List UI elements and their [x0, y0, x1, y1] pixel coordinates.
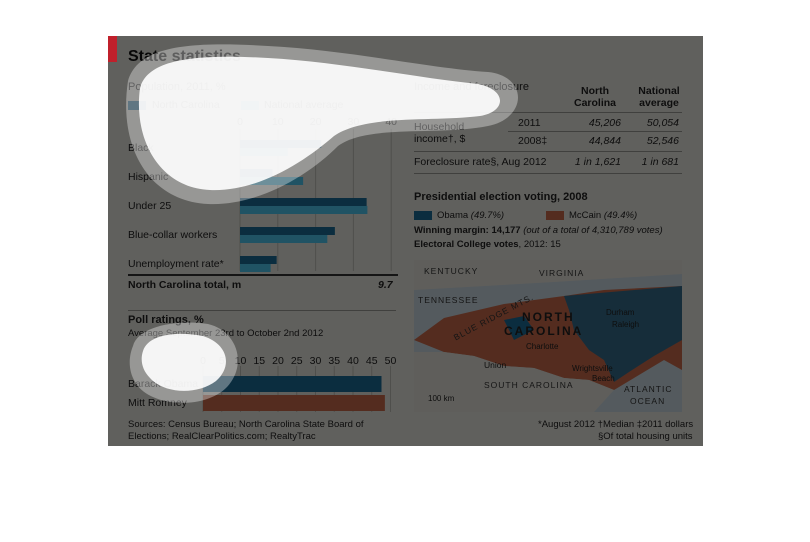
map-label-beach: Beach	[592, 374, 615, 383]
map-scale-label: 100 km	[428, 394, 455, 403]
income-nc-value: 44,844	[588, 135, 621, 147]
poll-chart: 0 5 10 15 20 25 30 35 40 45 50 Barack Obama Mitt Rom…	[128, 355, 397, 412]
income-row-label: income†, $	[414, 133, 466, 145]
x-tick-label: 40	[347, 355, 359, 367]
divider	[414, 151, 682, 152]
map-label-atlantic: ATLANTIC	[624, 384, 673, 394]
divider	[414, 173, 682, 174]
income-row-label: Household	[414, 121, 465, 133]
x-tick-label: 30	[310, 355, 322, 367]
income-nc-value: 45,206	[588, 117, 621, 129]
foreclosure-label: Foreclosure rate§, Aug 2012	[414, 156, 547, 168]
income-col-national: National average	[638, 85, 680, 109]
north-carolina-map: KENTUCKY VIRGINIA TENNESSEE BLUE RIDGE M…	[414, 260, 682, 412]
income-title: Income and foreclosure	[414, 81, 529, 93]
income-row-year: 2011	[518, 117, 541, 129]
map-label-union: Union	[484, 360, 507, 370]
category-label: Barack Obama	[128, 378, 198, 390]
map-label-north: NORTH	[522, 310, 575, 324]
map-label-kentucky: KENTUCKY	[424, 266, 479, 276]
map-label-tennessee: TENNESSEE	[418, 295, 479, 305]
category-label: Mitt Romney	[128, 397, 188, 409]
election-title: Presidential election voting, 2008	[414, 191, 588, 203]
foreclosure-national-value: 1 in 681	[641, 156, 679, 168]
foreclosure-nc-value: 1 in 1,621	[574, 156, 621, 168]
electoral-votes: Electoral College votes, 2012: 15	[414, 239, 561, 250]
legend-obama-swatch	[414, 211, 432, 220]
bar-barack-obama	[203, 376, 382, 392]
income-row-year: 2008‡	[518, 135, 548, 147]
bar-mitt-romney	[203, 395, 385, 411]
map-label-carolina: CAROLINA	[504, 324, 584, 338]
map-label-south-carolina: SOUTH CAROLINA	[484, 380, 574, 390]
sources: Sources: Census Bureau; North Carolina S…	[128, 419, 364, 442]
map-label-ocean: OCEAN	[630, 396, 666, 406]
footnote-2: §Of total housing units	[598, 431, 693, 442]
map-label-virginia: VIRGINIA	[539, 268, 585, 278]
legend-mccain-swatch	[546, 211, 564, 220]
x-tick-label: 45	[366, 355, 378, 367]
x-tick-label: 5	[219, 355, 225, 367]
map-label-durham: Durham	[606, 308, 635, 317]
state-statistics-panel: State statistics Population, 2011, % Nor…	[108, 36, 703, 446]
footnote-1: *August 2012 †Median ‡2011 dollars	[538, 419, 694, 430]
map-label-charlotte: Charlotte	[526, 342, 559, 351]
income-col-nc: North Carolina	[573, 85, 616, 109]
brand-accent-bar	[108, 36, 117, 62]
x-tick-label: 10	[235, 355, 247, 367]
income-national-value: 52,546	[646, 135, 679, 147]
income-national-value: 50,054	[646, 117, 679, 129]
x-tick-label: 20	[272, 355, 284, 367]
map-label-raleigh: Raleigh	[612, 320, 640, 329]
legend-mccain-label: McCain (49.4%)	[569, 210, 638, 221]
winning-margin: Winning margin: 14,177 (out of a total o…	[414, 225, 663, 236]
x-tick-label: 35	[328, 355, 340, 367]
x-tick-label: 25	[291, 355, 303, 367]
x-tick-label: 0	[200, 355, 206, 367]
x-tick-label: 50	[385, 355, 397, 367]
divider	[508, 131, 682, 132]
legend-obama-label: Obama (49.7%)	[437, 210, 505, 221]
x-tick-label: 15	[253, 355, 265, 367]
divider	[414, 112, 682, 113]
map-label-wrightsville: Wrightsville	[572, 364, 613, 373]
